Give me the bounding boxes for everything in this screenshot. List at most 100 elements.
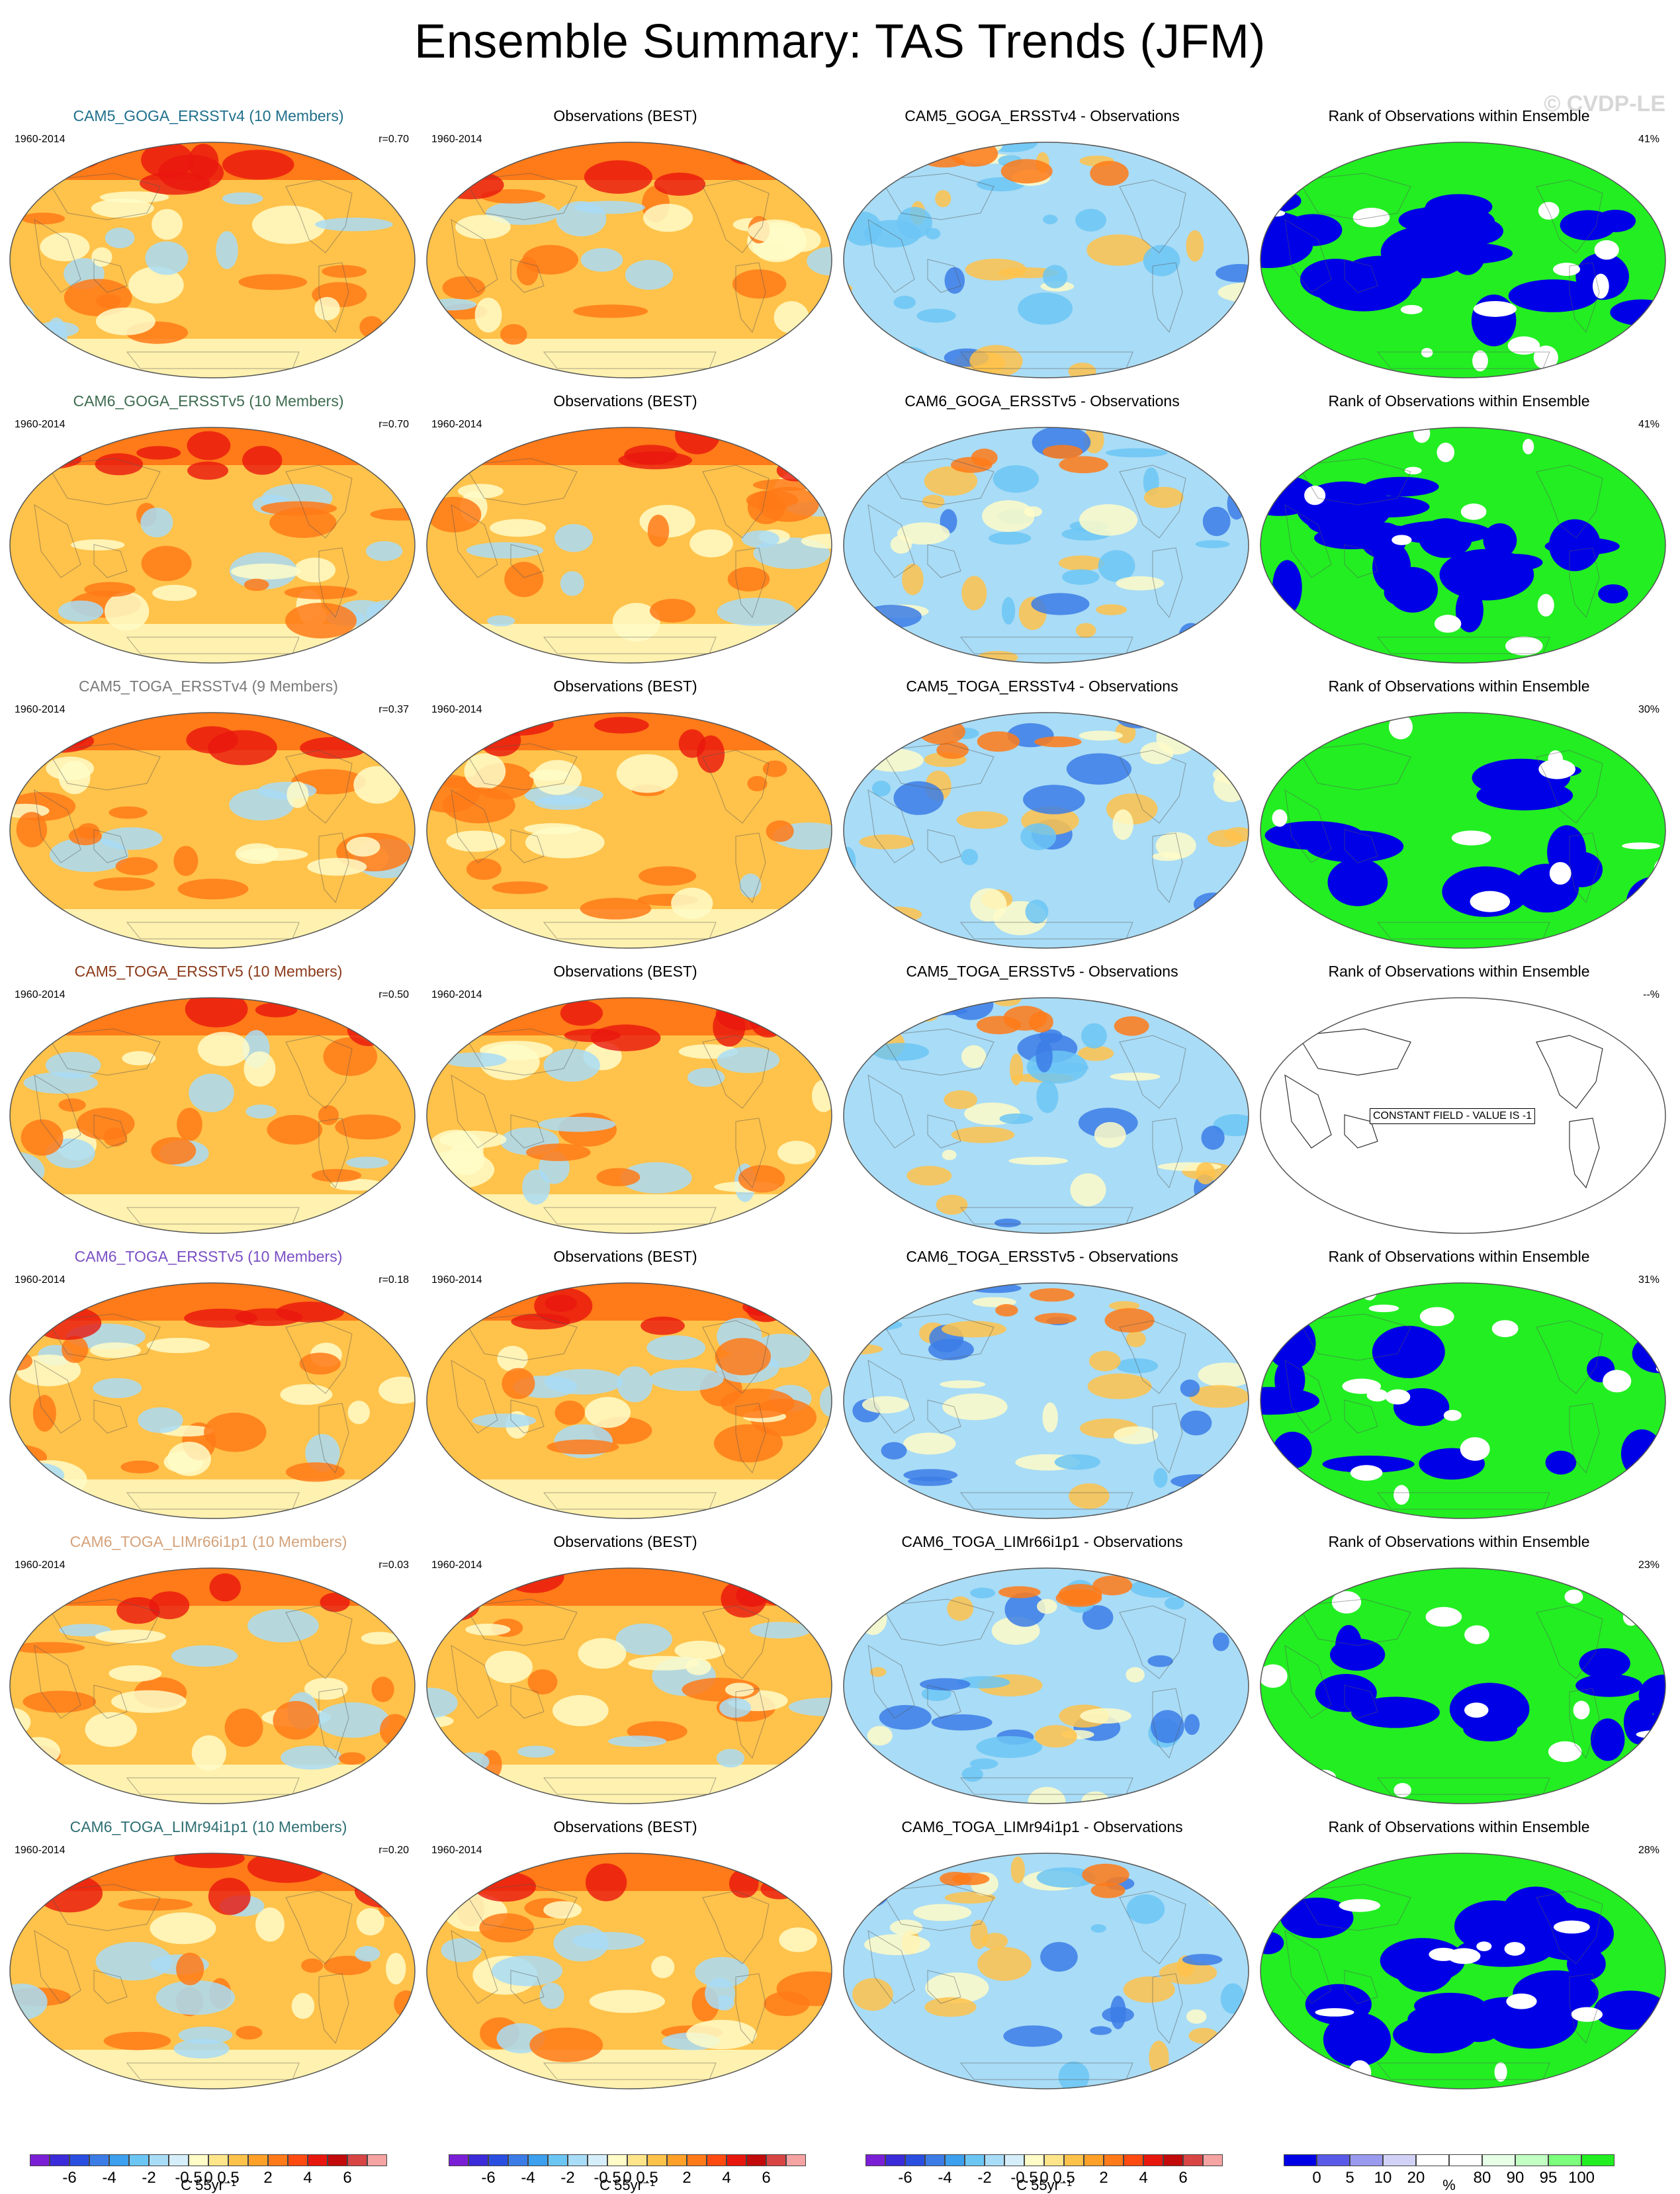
colorbar-swatch — [308, 2154, 328, 2166]
rank-percent: 31% — [1638, 1274, 1659, 1286]
colorbar-swatch — [30, 2154, 50, 2166]
pattern-correlation: r=0.50 — [378, 989, 409, 1000]
colorbar-tick-label: 2 — [263, 2169, 273, 2187]
obs-title: Observations (BEST) — [553, 963, 697, 980]
colorbar-swatch — [1104, 2154, 1124, 2166]
diff-panel: CAM5_TOGA_ERSSTv5 - Observations — [834, 955, 1251, 1239]
colorbar-tick-label: -4 — [102, 2169, 116, 2187]
obs-panel: Observations (BEST) 1960-2014 — [417, 99, 834, 384]
rank-title: Rank of Observations within Ensemble — [1328, 1248, 1590, 1265]
colorbar-swatch — [786, 2154, 806, 2166]
model-panel: CAM6_TOGA_ERSSTv5 (10 Members) 1960-2014 r… — [0, 1240, 417, 1524]
pattern-correlation: r=0.70 — [378, 419, 409, 430]
diff-title: CAM6_TOGA_LIMr66i1p1 - Observations — [901, 1533, 1183, 1550]
obs-title: Observations (BEST) — [553, 392, 697, 410]
colorbar-tick-label: 90 — [1506, 2169, 1525, 2187]
colorbar-tick-label: 2 — [682, 2169, 691, 2187]
obs-panel: Observations (BEST) 1960-2014 — [417, 384, 834, 669]
colorbar-swatch — [129, 2154, 149, 2166]
colorbar-unit: C 55yr⁻¹ — [181, 2177, 236, 2193]
colorbar-tick-label: -6 — [898, 2169, 912, 2187]
colorbar-swatch — [727, 2154, 746, 2166]
trend-colorbar: -6 -4 -2 -0.5 0 0.5 2 4 6 C 55yr⁻¹ — [30, 2154, 387, 2193]
colorbar-tick-label: 100 — [1568, 2169, 1595, 2187]
colorbar-swatch — [1084, 2154, 1104, 2166]
rank-colorbar: 0 5 10 20 80 90 95 100% — [1284, 2154, 1614, 2193]
diff-title: CAM5_GOGA_ERSSTv4 - Observations — [905, 107, 1180, 124]
colorbar-swatch — [965, 2154, 985, 2166]
diff-panel: CAM6_GOGA_ERSSTv5 - Observations — [834, 384, 1251, 669]
pattern-correlation: r=0.20 — [378, 1845, 409, 1856]
watermark: © CVDP-LE — [1544, 91, 1665, 116]
pattern-correlation: r=0.37 — [378, 704, 409, 715]
panel-row: CAM5_GOGA_ERSSTv4 (10 Members) 1960-2014 r… — [0, 99, 1680, 384]
colorbar-tick-label: 0.5 — [1053, 2169, 1075, 2187]
colorbar-tick-label: -6 — [62, 2169, 77, 2187]
model-panel: CAM5_TOGA_ERSSTv4 (9 Members) 1960-2014 r=… — [0, 670, 417, 954]
obs-panel: Observations (BEST) 1960-2014 — [417, 1240, 834, 1524]
panel-row: CAM6_TOGA_LIMr66i1p1 (10 Members) 1960-20… — [0, 1525, 1680, 1810]
rank-panel: Rank of Observations within Ensemble 41% — [1251, 384, 1667, 669]
obs-map — [426, 142, 832, 378]
colorbar-tick-label: -2 — [142, 2169, 156, 2187]
rank-percent: --% — [1643, 989, 1659, 1000]
colorbar-swatch — [328, 2154, 347, 2166]
colorbar-unit: % — [1442, 2177, 1456, 2193]
period-label: 1960-2014 — [15, 1559, 66, 1571]
diff-title: CAM5_TOGA_ERSSTv4 - Observations — [906, 678, 1178, 695]
diff-panel: CAM6_TOGA_ERSSTv5 - Observations — [834, 1240, 1251, 1524]
rank-mixed-map — [1260, 1853, 1666, 2089]
colorbar-swatch — [1383, 2154, 1416, 2166]
colorbar-swatch — [1004, 2154, 1024, 2166]
period-label: 1960-2014 — [431, 704, 482, 715]
rank-title: Rank of Observations within Ensemble — [1328, 1533, 1590, 1550]
colorbar-swatch — [468, 2154, 488, 2166]
pattern-correlation: r=0.70 — [378, 134, 409, 145]
colorbar-tick-label: 95 — [1539, 2169, 1558, 2187]
colorbar-swatch — [149, 2154, 169, 2166]
model-panel: CAM6_TOGA_LIMr66i1p1 (10 Members) 1960-20… — [0, 1525, 417, 1810]
constant-field-label: CONSTANT FIELD - VALUE IS -1 — [1370, 1108, 1536, 1124]
colorbar-swatch — [1064, 2154, 1084, 2166]
colorbar-tick-label: 4 — [303, 2169, 312, 2187]
period-label: 1960-2014 — [431, 1845, 482, 1856]
model-map — [9, 1567, 416, 1804]
obs-panel: Observations (BEST) 1960-2014 — [417, 1810, 834, 2095]
trend-colorbar: -6 -4 -2 -0.5 0 0.5 2 4 6 C 55yr⁻¹ — [449, 2154, 806, 2193]
obs-title: Observations (BEST) — [553, 678, 697, 695]
period-label: 1960-2014 — [431, 1559, 482, 1571]
model-map — [9, 1853, 416, 2089]
colorbar-tick-label: -2 — [560, 2169, 575, 2187]
rank-panel: Rank of Observations within Ensemble 31% — [1251, 1240, 1667, 1524]
colorbar-swatch — [50, 2154, 69, 2166]
colorbar-tick-label: 2 — [1099, 2169, 1108, 2187]
diff-title: CAM5_TOGA_ERSSTv5 - Observations — [906, 963, 1178, 980]
model-panel: CAM5_GOGA_ERSSTv4 (10 Members) 1960-2014 r… — [0, 99, 417, 384]
colorbar-swatch — [1449, 2154, 1482, 2166]
rank-green-map — [1260, 712, 1666, 949]
colorbar-tick-label: 20 — [1407, 2169, 1425, 2187]
colorbar-tick-label: 0.5 — [217, 2169, 240, 2187]
colorbar-swatch — [1044, 2154, 1064, 2166]
colorbar-tick-label: 80 — [1473, 2169, 1491, 2187]
colorbar-swatch — [488, 2154, 508, 2166]
colorbar-swatch — [1548, 2154, 1581, 2166]
colorbar-tick-label: 0.5 — [636, 2169, 658, 2187]
model-panel: CAM6_TOGA_LIMr94i1p1 (10 Members) 1960-20… — [0, 1810, 417, 2095]
trend-colorbar: -6 -4 -2 -0.5 0 0.5 2 4 6 C 55yr⁻¹ — [865, 2154, 1223, 2193]
colorbar-swatch — [248, 2154, 268, 2166]
colorbar-swatch — [568, 2154, 588, 2166]
diff-panel: CAM5_TOGA_ERSSTv4 - Observations — [834, 670, 1251, 954]
diff-map — [843, 712, 1249, 949]
colorbar-tick-label: -4 — [521, 2169, 535, 2187]
colorbar-tick-label: 5 — [1345, 2169, 1354, 2187]
colorbar-swatch — [707, 2154, 727, 2166]
colorbar-swatch — [687, 2154, 707, 2166]
colorbar-tick-label: 4 — [722, 2169, 731, 2187]
model-title: CAM6_GOGA_ERSSTv5 (10 Members) — [73, 392, 344, 410]
colorbar-swatch — [865, 2154, 885, 2166]
colorbar-swatch — [288, 2154, 308, 2166]
colorbar-swatch — [1581, 2154, 1614, 2166]
diff-map — [843, 1282, 1249, 1519]
rank-title: Rank of Observations within Ensemble — [1328, 963, 1590, 980]
